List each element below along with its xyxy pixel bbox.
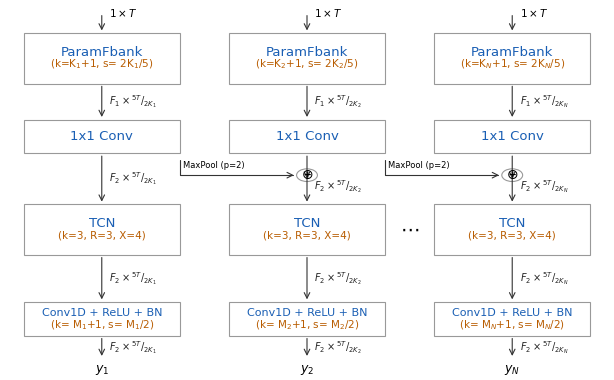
Text: 1x1 Conv: 1x1 Conv: [481, 130, 543, 143]
Text: (k= M$_{N}$+1, s= M$_{N}$/2): (k= M$_{N}$+1, s= M$_{N}$/2): [459, 318, 565, 332]
Text: MaxPool (p=2): MaxPool (p=2): [388, 161, 450, 169]
Text: Conv1D + ReLU + BN: Conv1D + ReLU + BN: [452, 308, 572, 318]
Text: $F_2\times{}^{5T}/{}_{2K_{1}}$: $F_2\times{}^{5T}/{}_{2K_{1}}$: [109, 339, 157, 356]
FancyBboxPatch shape: [434, 204, 590, 255]
Text: (k= M$_{2}$+1, s= M$_{2}$/2): (k= M$_{2}$+1, s= M$_{2}$/2): [255, 318, 359, 332]
Text: $1\times T$: $1\times T$: [314, 7, 343, 19]
Text: $\oplus$: $\oplus$: [506, 168, 518, 182]
FancyBboxPatch shape: [434, 302, 590, 336]
Text: $F_1\times{}^{5T}/{}_{2K_{N}}$: $F_1\times{}^{5T}/{}_{2K_{N}}$: [519, 93, 569, 110]
FancyBboxPatch shape: [24, 302, 180, 336]
Text: 1x1 Conv: 1x1 Conv: [71, 130, 133, 143]
Text: $1\times T$: $1\times T$: [109, 7, 138, 19]
FancyBboxPatch shape: [434, 33, 590, 84]
Text: $F_2\times{}^{5T}/{}_{2K_{1}}$: $F_2\times{}^{5T}/{}_{2K_{1}}$: [109, 270, 157, 287]
Text: ParamFbank: ParamFbank: [471, 46, 553, 59]
Text: (k=3, R=3, X=4): (k=3, R=3, X=4): [263, 231, 351, 241]
Text: (k=K$_{1}$+1, s= 2K$_{1}$/5): (k=K$_{1}$+1, s= 2K$_{1}$/5): [50, 58, 154, 71]
Text: (k=K$_{N}$+1, s= 2K$_{N}$/5): (k=K$_{N}$+1, s= 2K$_{N}$/5): [460, 58, 565, 71]
Text: $F_2\times{}^{5T}/{}_{2K_{1}}$: $F_2\times{}^{5T}/{}_{2K_{1}}$: [109, 171, 157, 187]
Text: TCN: TCN: [88, 217, 115, 230]
Text: (k=3, R=3, X=4): (k=3, R=3, X=4): [58, 231, 146, 241]
Text: TCN: TCN: [294, 217, 320, 230]
FancyBboxPatch shape: [229, 204, 385, 255]
Text: $y_{N}$: $y_{N}$: [504, 363, 520, 377]
FancyBboxPatch shape: [434, 120, 590, 153]
Text: Conv1D + ReLU + BN: Conv1D + ReLU + BN: [42, 308, 162, 318]
FancyBboxPatch shape: [229, 120, 385, 153]
Text: $\cdots$: $\cdots$: [400, 220, 419, 239]
Text: ParamFbank: ParamFbank: [266, 46, 348, 59]
Text: $\oplus$: $\oplus$: [301, 168, 313, 182]
Text: TCN: TCN: [499, 217, 526, 230]
Text: (k=3, R=3, X=4): (k=3, R=3, X=4): [468, 231, 556, 241]
Text: $F_2\times{}^{5T}/{}_{2K_{2}}$: $F_2\times{}^{5T}/{}_{2K_{2}}$: [314, 270, 362, 287]
FancyBboxPatch shape: [24, 33, 180, 84]
FancyBboxPatch shape: [229, 302, 385, 336]
Text: MaxPool (p=2): MaxPool (p=2): [183, 161, 244, 169]
Text: $F_2\times{}^{5T}/{}_{2K_{2}}$: $F_2\times{}^{5T}/{}_{2K_{2}}$: [314, 339, 362, 356]
Text: 1x1 Conv: 1x1 Conv: [276, 130, 338, 143]
Text: $y_{2}$: $y_{2}$: [300, 363, 314, 377]
FancyBboxPatch shape: [24, 120, 180, 153]
Text: (k=K$_{2}$+1, s= 2K$_{2}$/5): (k=K$_{2}$+1, s= 2K$_{2}$/5): [255, 58, 359, 71]
Text: $F_2\times{}^{5T}/{}_{2K_{N}}$: $F_2\times{}^{5T}/{}_{2K_{N}}$: [519, 270, 569, 287]
Text: $F_2\times{}^{5T}/{}_{2K_{N}}$: $F_2\times{}^{5T}/{}_{2K_{N}}$: [519, 178, 569, 195]
FancyBboxPatch shape: [24, 204, 180, 255]
Text: $1\times T$: $1\times T$: [519, 7, 548, 19]
Text: Conv1D + ReLU + BN: Conv1D + ReLU + BN: [247, 308, 367, 318]
Text: $F_2\times{}^{5T}/{}_{2K_{N}}$: $F_2\times{}^{5T}/{}_{2K_{N}}$: [519, 339, 569, 356]
Text: $F_1\times{}^{5T}/{}_{2K_{2}}$: $F_1\times{}^{5T}/{}_{2K_{2}}$: [314, 93, 362, 110]
Text: ParamFbank: ParamFbank: [61, 46, 143, 59]
Text: (k= M$_{1}$+1, s= M$_{1}$/2): (k= M$_{1}$+1, s= M$_{1}$/2): [50, 318, 154, 332]
Text: $F_1\times{}^{5T}/{}_{2K_{1}}$: $F_1\times{}^{5T}/{}_{2K_{1}}$: [109, 93, 157, 110]
Text: $y_{1}$: $y_{1}$: [95, 363, 109, 377]
Text: $F_2\times{}^{5T}/{}_{2K_{2}}$: $F_2\times{}^{5T}/{}_{2K_{2}}$: [314, 178, 362, 195]
FancyBboxPatch shape: [229, 33, 385, 84]
